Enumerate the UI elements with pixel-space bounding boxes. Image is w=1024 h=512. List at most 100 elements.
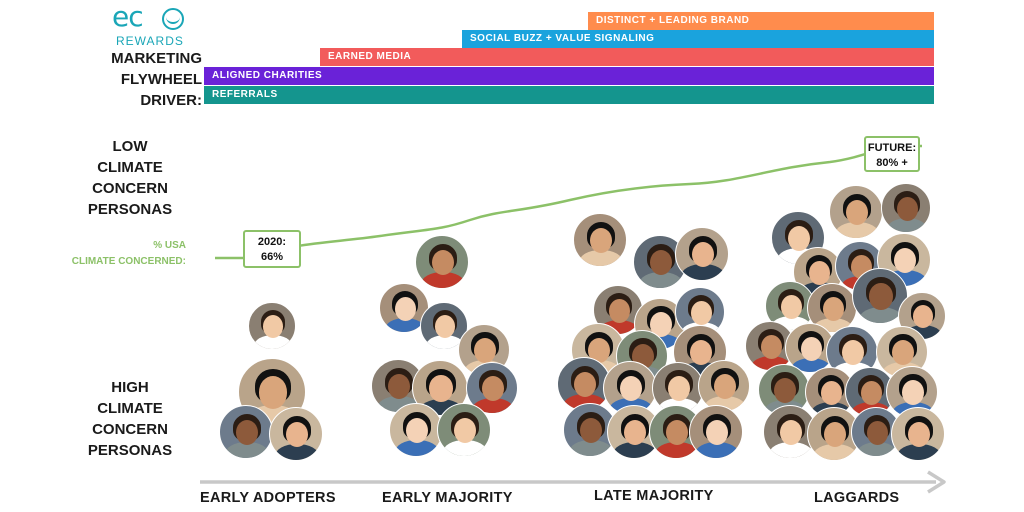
- persona-face: [649, 249, 673, 276]
- persona-shirt: [681, 264, 725, 280]
- persona-avatar: [415, 235, 469, 289]
- persona-face: [589, 227, 613, 254]
- persona-face: [262, 315, 284, 339]
- persona-shirt: [769, 442, 813, 458]
- persona-face: [623, 419, 647, 446]
- persona-avatar: [851, 407, 901, 457]
- logo-subtitle: REWARDS: [116, 34, 184, 48]
- persona-avatar: [698, 360, 750, 412]
- persona-face: [482, 376, 504, 401]
- persona-face: [429, 375, 453, 402]
- persona-avatar: [379, 283, 429, 333]
- persona-face: [823, 421, 847, 448]
- segment-early-majority: EARLY MAJORITY: [382, 490, 513, 506]
- persona-face: [235, 419, 259, 446]
- persona-face: [808, 260, 830, 285]
- bar-earned-media: EARNED MEDIA: [320, 48, 934, 66]
- persona-face: [668, 376, 690, 401]
- persona-face: [779, 419, 803, 446]
- persona-shirt: [275, 444, 319, 460]
- persona-avatar: [785, 323, 835, 373]
- persona-face: [842, 340, 864, 365]
- persona-face: [434, 315, 456, 339]
- persona-shirt: [857, 441, 897, 456]
- persona-shirt: [421, 272, 465, 288]
- persona-face: [869, 283, 893, 310]
- persona-face: [285, 421, 309, 448]
- persona-shirt: [897, 444, 941, 460]
- segment-laggards: LAGGARDS: [814, 490, 900, 506]
- persona-face: [650, 312, 672, 337]
- persona-face: [453, 417, 477, 444]
- persona-shirt: [253, 335, 293, 349]
- persona-face: [912, 305, 934, 329]
- persona-avatar: [675, 227, 729, 281]
- persona-shirt: [385, 317, 425, 332]
- persona-shirt: [425, 335, 465, 349]
- persona-face: [579, 417, 603, 444]
- persona-avatar: [689, 405, 743, 459]
- persona-avatar: [607, 405, 661, 459]
- persona-face: [714, 374, 736, 399]
- persona-shirt: [887, 217, 927, 232]
- persona-shirt: [579, 250, 623, 266]
- persona-face: [573, 371, 597, 398]
- globe-icon: [162, 8, 184, 30]
- usa-climate-concerned-label: % USA CLIMATE CONCERNED:: [71, 240, 186, 267]
- persona-avatar: [852, 268, 908, 324]
- persona-avatar: [563, 403, 617, 457]
- persona-shirt: [858, 306, 904, 323]
- persona-avatar: [763, 405, 817, 459]
- persona-face: [665, 419, 689, 446]
- callout-future: FUTURE: 80% +: [864, 136, 920, 172]
- persona-avatar: [652, 362, 704, 414]
- persona-shirt: [395, 440, 439, 456]
- persona-face: [893, 247, 917, 274]
- persona-avatar: [829, 185, 883, 239]
- persona-shirt: [813, 444, 857, 460]
- persona-shirt: [835, 222, 879, 238]
- persona-face: [689, 339, 713, 366]
- persona-face: [608, 298, 630, 323]
- persona-avatar: [891, 407, 945, 461]
- bar-social-buzz: SOCIAL BUZZ + VALUE SIGNALING: [462, 30, 934, 48]
- persona-face: [431, 249, 455, 276]
- persona-face: [892, 340, 914, 365]
- bar-distinct-leading-brand: DISTINCT + LEADING BRAND: [588, 12, 934, 30]
- persona-face: [787, 225, 811, 252]
- persona-avatar: [219, 405, 273, 459]
- persona-face: [907, 421, 931, 448]
- high-concern-label: HIGH CLIMATE CONCERN PERSONAS: [87, 379, 173, 459]
- persona-face: [820, 380, 842, 405]
- bar-aligned-charities: ALIGNED CHARITIES: [204, 67, 934, 85]
- persona-face: [774, 378, 796, 403]
- persona-avatar: [881, 183, 931, 233]
- persona-avatar: [807, 283, 857, 333]
- persona-avatar: [437, 403, 491, 457]
- bar-referrals: REFERRALS: [204, 86, 934, 104]
- persona-face: [691, 241, 715, 268]
- persona-shirt: [695, 442, 739, 458]
- persona-face: [705, 419, 729, 446]
- persona-face: [860, 380, 882, 405]
- persona-shirt: [655, 442, 699, 458]
- persona-face: [405, 417, 429, 444]
- persona-avatar: [269, 407, 323, 461]
- persona-face: [845, 199, 869, 226]
- persona-face: [902, 380, 924, 405]
- persona-avatar: [826, 326, 878, 378]
- persona-shirt: [472, 398, 514, 413]
- persona-avatar: [389, 403, 443, 457]
- segment-early-adopters: EARLY ADOPTERS: [200, 490, 336, 506]
- persona-face: [822, 296, 844, 321]
- persona-shirt: [569, 440, 613, 456]
- persona-shirt: [443, 440, 487, 456]
- persona-shirt: [639, 272, 683, 288]
- persona-shirt: [613, 442, 657, 458]
- persona-avatar: [248, 302, 296, 350]
- persona-face: [760, 334, 782, 359]
- low-concern-label: LOW CLIMATE CONCERN PERSONAS: [87, 138, 173, 218]
- persona-avatar: [420, 302, 468, 350]
- logo-word: ec: [112, 0, 144, 33]
